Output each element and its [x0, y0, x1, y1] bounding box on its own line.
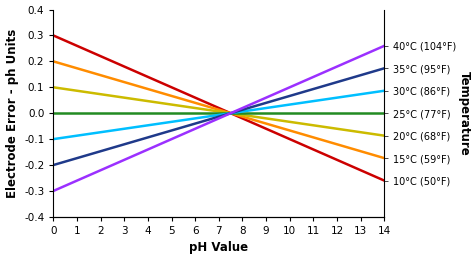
- Y-axis label: Electrode Error - ph Units: Electrode Error - ph Units: [6, 29, 19, 198]
- Y-axis label: Temperature: Temperature: [457, 71, 470, 155]
- X-axis label: pH Value: pH Value: [189, 242, 248, 255]
